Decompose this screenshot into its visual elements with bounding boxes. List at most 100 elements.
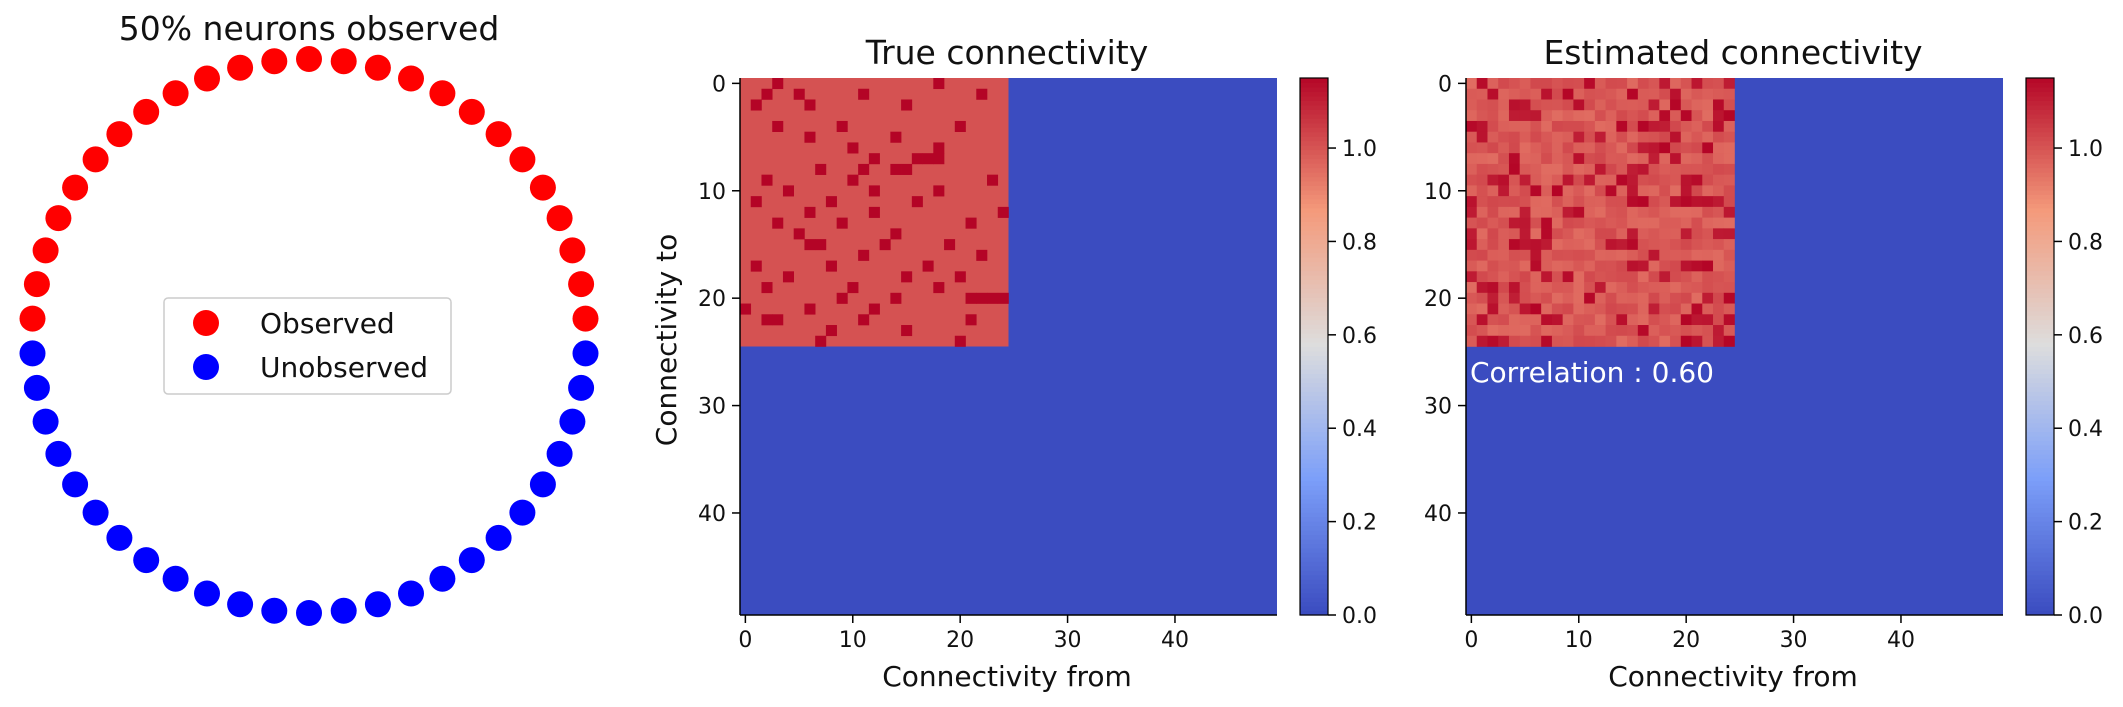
strong-connection-cell (954, 271, 966, 283)
estimated-cell (1702, 239, 1714, 251)
estimated-cell (1573, 110, 1585, 122)
estimated-cell (1541, 163, 1553, 175)
strong-connection-cell (965, 292, 977, 304)
estimated-cell (1562, 142, 1574, 154)
estimated-cell (1498, 174, 1510, 186)
estimated-cell (1605, 335, 1617, 347)
colorbar-segment (2026, 588, 2054, 594)
estimated-cell (1519, 174, 1531, 186)
colorbar-segment (1300, 154, 1328, 160)
estimated-cell (1648, 142, 1660, 154)
estimated-cell (1541, 78, 1553, 90)
estimated-cell (1519, 228, 1531, 240)
estimated-cell (1487, 174, 1499, 186)
estimated-cell (1573, 120, 1585, 132)
estimated-cell (1637, 206, 1649, 218)
y-tick-label: 10 (698, 180, 726, 205)
estimated-cell (1627, 99, 1639, 111)
estimated-cell (1573, 153, 1585, 165)
estimated-cell (1519, 78, 1531, 90)
colorbar-segment (2026, 248, 2054, 254)
estimated-cell (1713, 249, 1725, 261)
colorbar-tick-label: 0.4 (2068, 417, 2103, 442)
colorbar-segment (1300, 337, 1328, 343)
y-tick-label: 40 (698, 502, 726, 527)
estimated-cell (1466, 314, 1478, 326)
estimated-cell (1476, 282, 1488, 294)
colorbar-segment (1300, 86, 1328, 93)
estimated-heatmap (1466, 78, 2003, 615)
strong-connection-cell (976, 88, 988, 100)
unobserved-neuron (32, 408, 59, 435)
estimated-cell (1519, 314, 1531, 326)
colorbar-segment (2026, 368, 2054, 374)
estimated-cell (1713, 271, 1725, 283)
estimated-cell (1616, 120, 1628, 132)
estimated-cell (1541, 335, 1553, 347)
colorbar-segment (1300, 301, 1328, 307)
estimated-cell (1562, 260, 1574, 272)
estimated-cell (1702, 260, 1714, 272)
estimated-cell (1594, 217, 1606, 229)
estimated-cell (1637, 260, 1649, 272)
estimated-cell (1637, 120, 1649, 132)
estimated-cell (1466, 325, 1478, 337)
estimated-cell (1584, 99, 1596, 111)
strong-connection-cell (782, 185, 794, 197)
estimated-cell (1519, 110, 1531, 122)
estimated-cell (1584, 303, 1596, 315)
strong-connection-cell (933, 78, 945, 90)
estimated-cell (1691, 271, 1703, 283)
estimated-cell (1584, 260, 1596, 272)
colorbar-segment (1300, 606, 1328, 612)
estimated-cell (1723, 249, 1735, 261)
unobserved-neuron (133, 547, 160, 574)
estimated-cell (1605, 249, 1617, 261)
estimated-cell (1584, 335, 1596, 347)
colorbar-segment (1300, 279, 1328, 285)
estimated-cell (1584, 120, 1596, 132)
observed-neuron (559, 237, 586, 264)
estimated-cell (1648, 185, 1660, 197)
strong-connection-cell (987, 292, 999, 304)
estimated-cell (1562, 88, 1574, 100)
colorbar-segment (2026, 104, 2054, 110)
x-tick-label: 0 (1464, 628, 1478, 653)
colorbar-segment (1300, 149, 1328, 155)
colorbar-segment (2026, 337, 2054, 343)
estimated-xlabel: Connectivity from (1608, 660, 1858, 693)
colorbar-segment (1300, 315, 1328, 321)
strong-connection-cell (761, 314, 773, 326)
unobserved-neuron (19, 340, 46, 367)
estimated-cell (1551, 110, 1563, 122)
estimated-cell (1551, 292, 1563, 304)
strong-connection-cell (825, 196, 837, 208)
estimated-cell (1519, 325, 1531, 337)
estimated-cell (1723, 99, 1735, 111)
colorbar-segment (1300, 171, 1328, 178)
colorbar-segment (2026, 203, 2054, 209)
colorbar-segment (1300, 391, 1328, 397)
colorbar-segment (2026, 516, 2054, 522)
estimated-cell (1659, 153, 1671, 165)
colorbar-segment (1300, 230, 1328, 236)
estimated-cell (1498, 314, 1510, 326)
estimated-cell (1466, 99, 1478, 111)
estimated-cell (1498, 325, 1510, 337)
estimated-cell (1713, 228, 1725, 240)
colorbar-segment (1300, 561, 1328, 567)
estimated-cell (1680, 174, 1692, 186)
estimated-cell (1519, 153, 1531, 165)
estimated-cell (1713, 206, 1725, 218)
estimated-cell (1476, 153, 1488, 165)
unobserved-neuron (330, 597, 357, 624)
strong-connection-cell (933, 185, 945, 197)
estimated-cell (1530, 335, 1542, 347)
estimated-cell (1637, 282, 1649, 294)
estimated-cell (1508, 292, 1520, 304)
estimated-cell (1466, 163, 1478, 175)
observed-neuron (458, 98, 485, 125)
correlation-annotation: Correlation : 0.60 (1470, 356, 1714, 389)
estimated-cell (1594, 260, 1606, 272)
strong-connection-cell (890, 292, 902, 304)
